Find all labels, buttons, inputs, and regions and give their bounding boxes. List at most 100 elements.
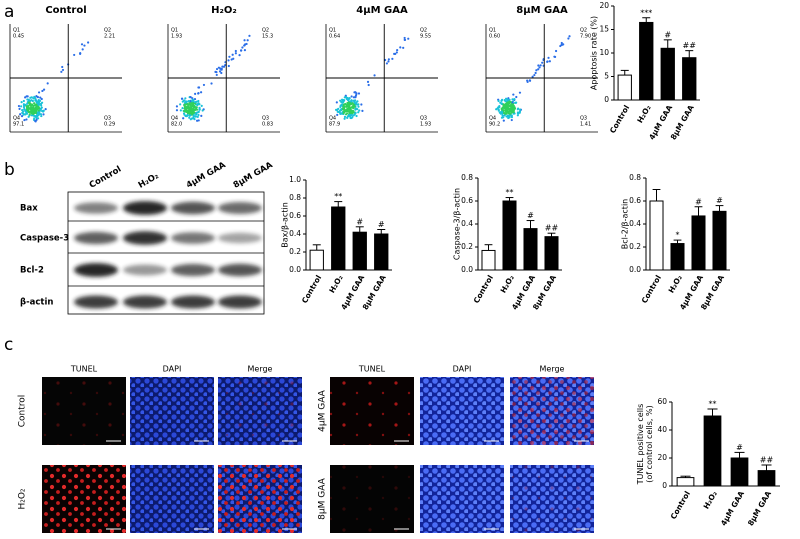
x-tick-label: H₂O₂ [667,274,684,295]
flow-dot [40,106,43,109]
flow-dot [202,83,206,87]
flow-dot [181,106,184,110]
flow-dot [243,44,246,47]
quadrant-name: Q4 [13,116,20,122]
flow-dot [341,107,345,111]
flow-dot [246,39,249,42]
flow-dot [195,108,199,111]
quadrant-name: Q2 [104,28,111,34]
flow-dot [342,112,345,115]
flow-dot [403,36,406,40]
flow-dot [350,109,353,113]
flow-dot [179,103,182,106]
flow-dot [352,110,355,113]
flow-dot [192,116,195,119]
flow-dot [508,114,511,117]
flow-dot [511,104,514,107]
quadrant-value: 15.3 [262,34,273,40]
y-tick-label: 0.2 [289,247,301,256]
flow-dot [510,116,514,119]
flow-dot [190,102,193,106]
micrograph-overlay [42,465,126,533]
flow-dot [32,97,35,100]
bar [309,249,324,271]
image-column-header: Merge [248,365,273,374]
flow-dot [337,107,340,110]
quadrant-name: Q1 [13,28,20,34]
flow-dot [351,112,354,115]
flow-dot [182,99,186,102]
flow-dot [232,57,235,60]
flow-dot [35,116,38,119]
flow-dot [219,67,222,70]
bar [660,47,675,101]
flow-dot [234,49,237,53]
flow-dot [34,111,38,115]
flow-dot [194,112,197,115]
quadrant-value: 0.45 [13,34,24,40]
y-tick-label: 0.6 [629,196,641,205]
blot-band [171,295,215,309]
flow-dot [197,99,200,103]
flow-dot [554,49,558,53]
content: abcControlQ10.45Q22.21Q30.29Q497.1H₂O₂Q1… [4,1,780,533]
flow-dot [537,64,540,67]
flow-dot [349,102,353,105]
flow-dot [23,108,26,111]
flow-dot [548,60,551,63]
flow-dot [513,98,516,101]
flow-dot [32,111,35,114]
quadrant-value: 90.2 [489,122,500,128]
flow-dot [81,48,84,51]
significance-label: # [527,211,534,220]
quadrant-name: Q4 [329,116,336,122]
flow-dot [39,113,43,116]
flow-dot [79,52,82,56]
y-tick-label: 40 [657,425,667,434]
bar [523,228,538,271]
quadrant-value: 7.90 [580,34,591,40]
quadrant-value: 1.93 [171,34,182,40]
flow-dot [526,79,529,82]
y-tick-label: 15 [599,25,609,34]
flow-dot [360,103,363,106]
flow-dot [179,109,182,112]
y-tick-label: 0.8 [461,173,473,182]
flow-dot [37,117,40,120]
flow-dot [344,113,348,116]
flow-dot [355,101,358,104]
flow-dot [197,119,200,122]
flow-dot [512,110,515,113]
quadrant-name: Q4 [171,116,178,122]
y-tick-label: 0.0 [629,265,641,274]
flow-dot [387,60,390,63]
flow-dot [508,101,511,104]
blot-band [123,201,167,215]
flow-dot [507,116,510,120]
flow-dot [40,97,43,101]
flow-dot [20,115,24,118]
quadrant-value: 9.55 [420,34,431,40]
bar [617,74,632,101]
significance-label: # [664,30,671,39]
flow-dot [353,113,356,116]
micrograph [130,465,214,533]
flow-dot [234,52,237,55]
flow-dot [34,119,37,123]
flow-title: H₂O₂ [211,5,237,16]
y-tick-label: 0.2 [461,242,473,251]
flow-dot [240,49,243,52]
flow-dot [347,101,350,104]
blot-row-label: Caspase-3 [20,234,69,244]
flow-dot [497,99,500,103]
quadrant-name: Q2 [420,28,427,34]
significance-label: ** [506,188,514,197]
flow-dot [37,91,41,94]
flow-dot [342,103,345,106]
flow-dot [41,89,44,93]
flow-dot [533,73,536,77]
flow-dot [518,111,521,114]
flow-dot [567,37,570,40]
significance-label: ## [683,41,697,50]
flow-dot [498,106,501,109]
